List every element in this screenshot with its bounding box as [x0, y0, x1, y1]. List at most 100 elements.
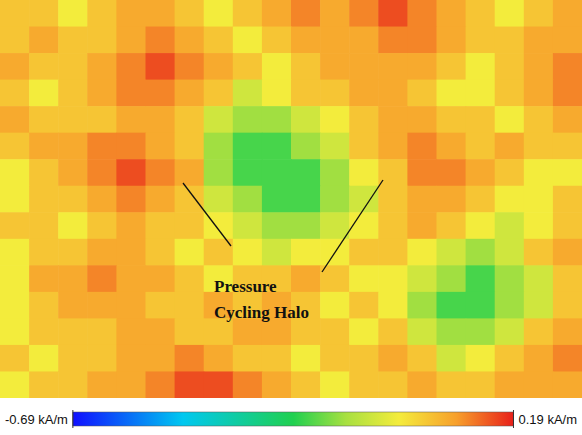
- heatmap-cell: [466, 212, 496, 239]
- heatmap-cell: [407, 212, 437, 239]
- heatmap-cell: [175, 53, 205, 80]
- heatmap-cell: [437, 133, 467, 160]
- heatmap-cell: [175, 265, 205, 292]
- heatmap-cell: [524, 106, 554, 133]
- heatmap-cell: [116, 133, 146, 160]
- heatmap-cell: [233, 239, 263, 266]
- heatmap-cell: [29, 0, 59, 27]
- heatmap-cell: [116, 80, 146, 107]
- heatmap-cell: [407, 186, 437, 213]
- heatmap-cell: [466, 159, 496, 186]
- heatmap-cell: [349, 159, 379, 186]
- heatmap-cell: [58, 265, 88, 292]
- heatmap-cell: [466, 106, 496, 133]
- annotation: PressureCycling Halo: [183, 180, 383, 322]
- heatmap-cell: [407, 292, 437, 319]
- heatmap-cell: [407, 133, 437, 160]
- heatmap-cell: [320, 186, 350, 213]
- heatmap-cell: [407, 106, 437, 133]
- heatmap-cell: [29, 212, 59, 239]
- heatmap-cell: [262, 186, 292, 213]
- heatmap-cell: [320, 0, 350, 27]
- heatmap-cell: [87, 239, 117, 266]
- heatmap-cell: [116, 159, 146, 186]
- heatmap-cell: [146, 0, 176, 27]
- annotation-line: Cycling Halo: [214, 303, 309, 322]
- heatmap-cell: [378, 371, 408, 398]
- heatmap-cell: [291, 159, 321, 186]
- heatmap-cell: [349, 0, 379, 27]
- heatmap-cell: [116, 239, 146, 266]
- heatmap-cell: [58, 239, 88, 266]
- heatmap-cell: [291, 53, 321, 80]
- heatmap-cell: [524, 371, 554, 398]
- heatmap-cell: [29, 53, 59, 80]
- leader-line: [183, 183, 231, 246]
- heatmap-cell: [320, 318, 350, 345]
- heatmap-cell: [466, 0, 496, 27]
- heatmap-cell: [233, 345, 263, 372]
- heatmap-cell: [553, 371, 582, 398]
- heatmap-cell: [29, 159, 59, 186]
- heatmap-cell: [378, 318, 408, 345]
- heatmap-cell: [553, 212, 582, 239]
- heatmap-cell: [116, 53, 146, 80]
- heatmap-cell: [378, 345, 408, 372]
- heatmap-cell: [262, 27, 292, 54]
- heatmap-cell: [262, 53, 292, 80]
- heatmap-cell: [378, 80, 408, 107]
- heatmap-cell: [437, 292, 467, 319]
- heatmap-cell: [0, 292, 30, 319]
- heatmap-cell: [0, 371, 30, 398]
- heatmap-cell: [58, 27, 88, 54]
- heatmap-cell: [495, 318, 525, 345]
- heatmap-cell: [407, 0, 437, 27]
- heatmap-cell: [495, 106, 525, 133]
- heatmap-cell: [466, 345, 496, 372]
- heatmap-cell: [29, 265, 59, 292]
- heatmap-cell: [233, 212, 263, 239]
- heatmap-cell: [320, 345, 350, 372]
- heatmap-cell: [175, 345, 205, 372]
- heatmap-cell: [262, 318, 292, 345]
- heatmap-cell: [349, 371, 379, 398]
- heatmap-cell: [407, 371, 437, 398]
- heatmap-cell: [466, 80, 496, 107]
- heatmap-cell: [233, 27, 263, 54]
- heatmap-cell: [204, 133, 234, 160]
- heatmap-cell: [553, 106, 582, 133]
- heatmap-cell: [175, 27, 205, 54]
- heatmap-cell: [291, 239, 321, 266]
- heatmap-cell: [262, 239, 292, 266]
- heatmap-cell: [0, 345, 30, 372]
- heatmap-cell: [378, 292, 408, 319]
- heatmap-cell: [58, 186, 88, 213]
- heatmap-cell: [437, 53, 467, 80]
- leader-line: [322, 180, 383, 272]
- heatmap-cell: [58, 318, 88, 345]
- heatmap-cell: [291, 186, 321, 213]
- heatmap-cell: [437, 186, 467, 213]
- heatmap-cell: [0, 80, 30, 107]
- heatmap-cells: [0, 0, 582, 398]
- heatmap-cell: [116, 186, 146, 213]
- heatmap-cell: [262, 159, 292, 186]
- heatmap-cell: [495, 371, 525, 398]
- heatmap-cell: [320, 371, 350, 398]
- heatmap-cell: [146, 292, 176, 319]
- heatmap-cell: [146, 212, 176, 239]
- heatmap-cell: [291, 371, 321, 398]
- heatmap-cell: [87, 212, 117, 239]
- heatmap-cell: [524, 292, 554, 319]
- heatmap-cell: [87, 371, 117, 398]
- heatmap-cell: [466, 371, 496, 398]
- heatmap-cell: [146, 186, 176, 213]
- heatmap-cell: [524, 186, 554, 213]
- colorbar: -0.69 kA/m0.19 kA/m: [5, 410, 577, 428]
- heatmap-cell: [262, 345, 292, 372]
- heatmap-cell: [29, 239, 59, 266]
- heatmap-cell: [204, 159, 234, 186]
- heatmap-cell: [0, 186, 30, 213]
- heatmap-cell: [349, 239, 379, 266]
- heatmap-cell: [349, 292, 379, 319]
